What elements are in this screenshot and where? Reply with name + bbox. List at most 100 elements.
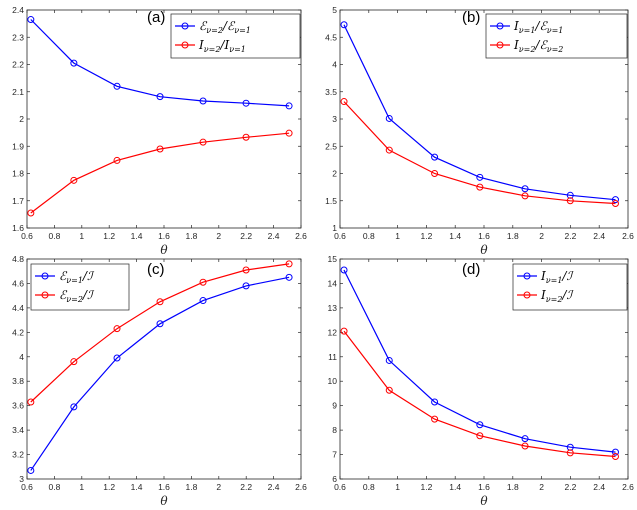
x-tick-label: 2.2 (564, 231, 576, 241)
legend-marker-0 (496, 22, 504, 30)
data-point (199, 297, 207, 305)
data-point (70, 403, 78, 411)
legend-marker-1 (523, 291, 531, 299)
y-tick-label: 1.9 (12, 141, 24, 151)
data-point (431, 398, 439, 406)
data-point (156, 320, 164, 328)
x-tick-label: 1 (395, 482, 400, 492)
series-line-0 (343, 269, 616, 453)
data-point (476, 173, 484, 181)
x-tick-label: 0.8 (363, 231, 375, 241)
data-point (385, 114, 393, 122)
legend: Iν=1/ℐ Iν=2/ℐ (512, 263, 628, 311)
data-point (113, 82, 121, 90)
data-point (242, 133, 250, 141)
legend-marker-0 (41, 272, 49, 280)
panel-label: (a) (147, 9, 165, 26)
data-point (611, 453, 619, 461)
data-point (431, 153, 439, 161)
panel-0: 0.6 0.8 1 1.2 1.4 1.6 1.8 2 2.2 2.4 2.6 1.6 1.7 1.8 1.… (12, 5, 307, 257)
data-point (113, 325, 121, 333)
data-point (156, 145, 164, 153)
data-point (385, 386, 393, 394)
x-tick-label: 1.8 (507, 482, 519, 492)
series-line-1 (343, 330, 616, 458)
y-tick-label: 3.2 (12, 450, 24, 460)
y-tick-label: 4.8 (12, 254, 24, 264)
x-tick-label: 1.6 (478, 482, 490, 492)
data-point (340, 266, 348, 274)
x-tick-label: 1.8 (507, 231, 519, 241)
x-tick-label: 2 (216, 482, 221, 492)
panel-label: (d) (462, 261, 480, 278)
data-point (199, 97, 207, 105)
y-tick-label: 12 (328, 327, 338, 337)
legend: ℰν=1/ℐ ℰν=2/ℐ (30, 263, 130, 311)
y-tick-label: 2.2 (12, 60, 24, 70)
data-point (476, 183, 484, 191)
x-tick-label: 2.2 (564, 482, 576, 492)
legend-marker-1 (41, 291, 49, 299)
data-point (70, 59, 78, 67)
legend-marker-1 (181, 41, 189, 49)
data-point (199, 138, 207, 146)
legend-entry-1: Iν=2/ℰν=2 (513, 38, 563, 54)
data-point (385, 356, 393, 364)
series-line-1 (30, 132, 290, 214)
y-tick-label: 1.6 (12, 223, 24, 233)
data-point (611, 199, 619, 207)
x-tick-label: 1.2 (420, 231, 432, 241)
panel-label: (b) (462, 9, 480, 26)
y-tick-label: 7 (332, 450, 337, 460)
x-tick-label: 2.6 (622, 482, 634, 492)
x-tick-label: 0.8 (363, 482, 375, 492)
x-tick-label: 1.6 (158, 231, 170, 241)
data-point (385, 146, 393, 154)
data-point (285, 129, 293, 137)
series-line-1 (343, 101, 616, 205)
x-tick-label: 2.4 (593, 231, 605, 241)
y-tick-label: 2 (19, 114, 24, 124)
y-tick-label: 1.7 (12, 196, 24, 206)
data-point (156, 298, 164, 306)
legend-entry-1: Iν=2/Iν=1 (198, 38, 246, 54)
data-point (521, 192, 529, 200)
y-tick-label: 3 (332, 114, 337, 124)
x-tick-label: 2.6 (295, 482, 307, 492)
data-point (242, 282, 250, 290)
data-point (431, 415, 439, 423)
panel-label: (c) (147, 261, 165, 278)
x-tick-label: 1 (79, 231, 84, 241)
x-tick-label: 1.6 (478, 231, 490, 241)
y-tick-label: 2.1 (12, 87, 24, 97)
y-tick-label: 4 (19, 352, 24, 362)
data-point (113, 156, 121, 164)
y-tick-label: 4.6 (12, 278, 24, 288)
x-tick-label: 2.6 (622, 231, 634, 241)
y-tick-label: 3.4 (12, 425, 24, 435)
x-tick-label: 2 (539, 482, 544, 492)
y-tick-label: 4.4 (12, 303, 24, 313)
data-point (566, 449, 574, 457)
series-line-1 (30, 263, 290, 403)
legend-entry-0: Iν=1/ℰν=1 (513, 19, 563, 35)
series-line-0 (343, 24, 616, 201)
y-tick-label: 4 (332, 60, 337, 70)
data-point (242, 266, 250, 274)
series-line-0 (30, 19, 290, 107)
data-point (285, 273, 293, 281)
data-point (476, 432, 484, 440)
x-tick-label: 1.8 (185, 231, 197, 241)
y-tick-label: 6 (332, 474, 337, 484)
x-tick-label: 2.2 (240, 482, 252, 492)
y-tick-label: 10 (328, 376, 338, 386)
legend-marker-1 (496, 41, 504, 49)
data-point (70, 176, 78, 184)
x-tick-label: 1.4 (131, 231, 143, 241)
data-point (285, 102, 293, 110)
x-tick-label: 0.6 (21, 482, 33, 492)
legend-box (485, 13, 628, 59)
x-axis-label: θ (480, 494, 488, 508)
x-tick-label: 1.4 (449, 231, 461, 241)
